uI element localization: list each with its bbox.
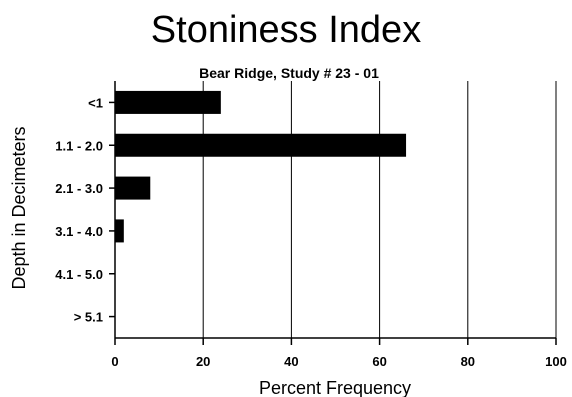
x-axis-label: Percent Frequency [259,378,411,397]
x-ticks: 0 20 40 60 80 100 [111,338,567,369]
x-tick-label-2: 40 [284,354,298,369]
bar-1 [115,133,407,157]
y-tick-label-3: 3.1 - 4.0 [55,224,103,239]
bar-3 [115,219,124,243]
chart-title: Stoniness Index [151,9,421,51]
x-tick-label-5: 100 [545,354,567,369]
bar-2 [115,176,151,200]
y-tick-label-4: 4.1 - 5.0 [55,267,103,282]
bar-0 [115,90,221,114]
y-tick-label-5: > 5.1 [74,310,103,325]
chart-subtitle: Bear Ridge, Study # 23 - 01 [199,65,379,81]
x-tick-label-0: 0 [111,354,118,369]
y-ticks: <1 1.1 - 2.0 2.1 - 3.0 3.1 - 4.0 4.1 - 5.0 > … [55,95,115,325]
y-tick-label-2: 2.1 - 3.0 [55,181,103,196]
y-tick-label-1: 1.1 - 2.0 [55,138,103,153]
grid-lines [202,81,557,338]
y-axis-label: Depth in Decimeters [9,126,29,289]
x-tick-label-3: 60 [372,354,386,369]
y-tick-label-0: <1 [88,95,103,110]
x-tick-label-1: 20 [196,354,210,369]
x-tick-label-4: 80 [461,354,475,369]
bars [115,90,407,243]
